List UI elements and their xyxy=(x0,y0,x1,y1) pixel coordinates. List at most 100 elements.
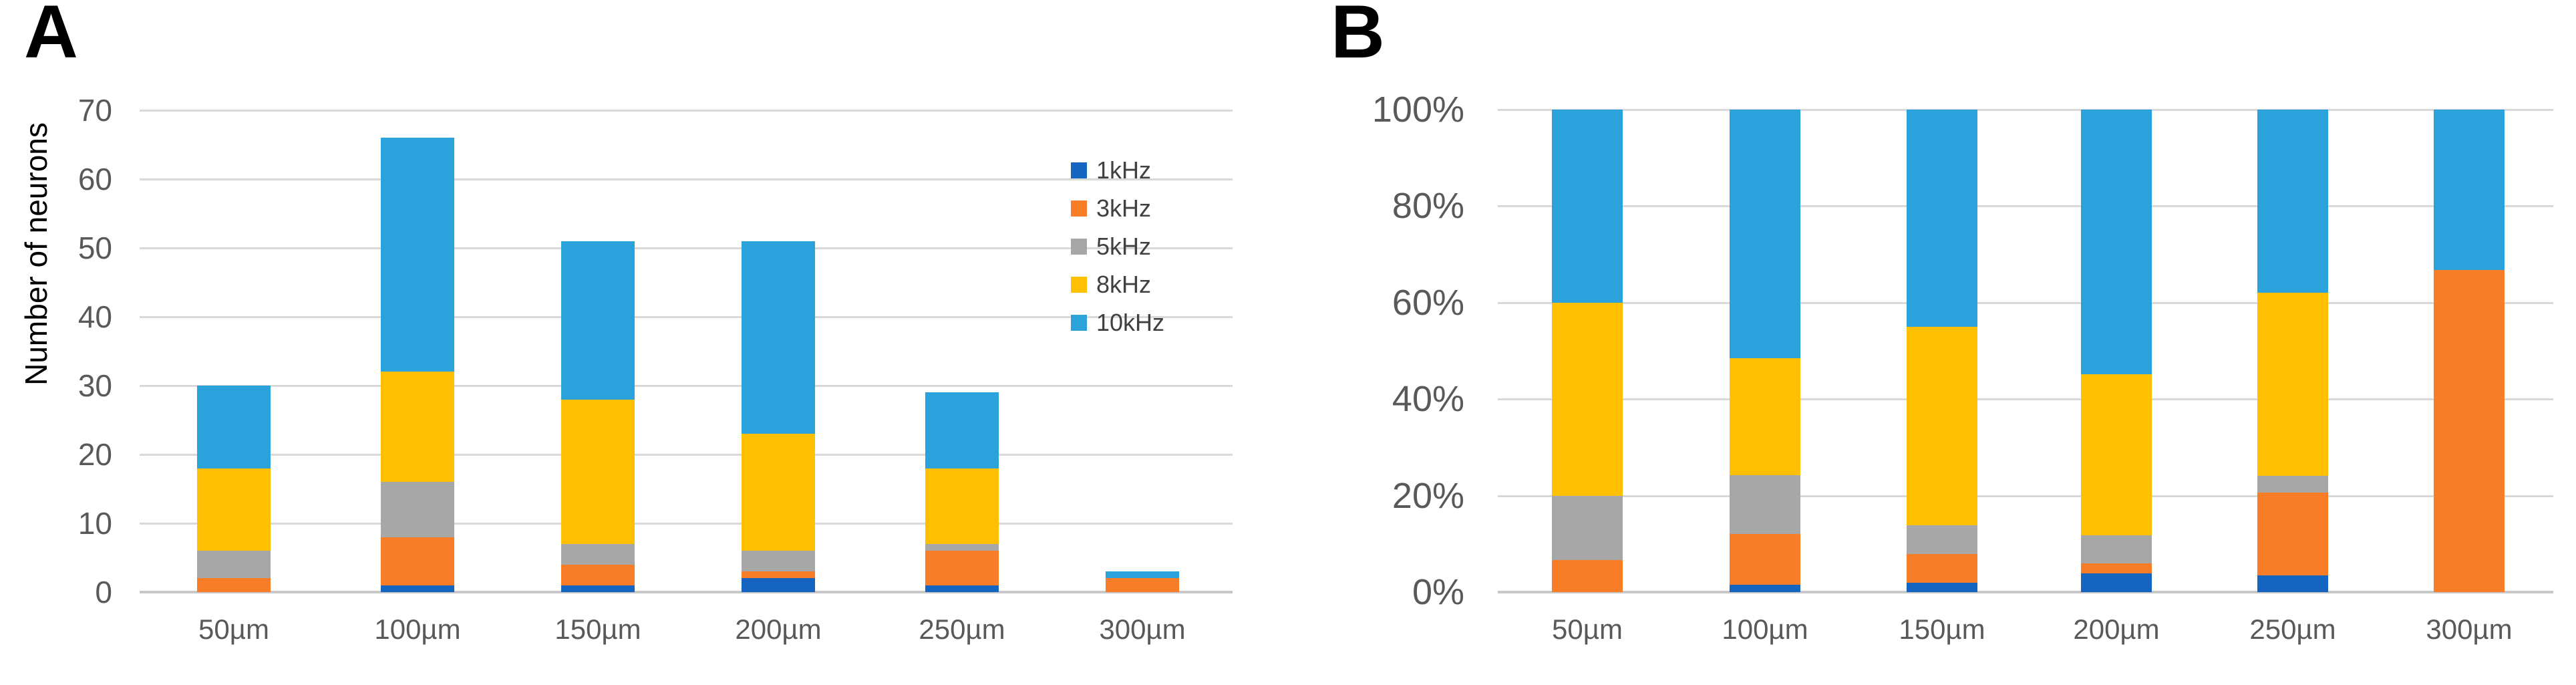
bar-segment-250µm-3kHz xyxy=(2257,492,2328,576)
x-axis-label-100µm: 100µm xyxy=(1722,613,1808,645)
legend-label-8kHz: 8kHz xyxy=(1096,271,1152,298)
gridline xyxy=(1498,205,2553,208)
bar-segment-250µm-8kHz xyxy=(925,468,999,544)
legend-item-1kHz: 1kHz xyxy=(1071,156,1164,184)
bar-segment-200µm-1kHz xyxy=(2081,573,2152,592)
gridline xyxy=(140,316,1233,318)
y-axis-tick-label: 20% xyxy=(1392,475,1464,516)
bar-segment-100µm-1kHz xyxy=(1730,585,1800,592)
legend-swatch-8kHz xyxy=(1071,277,1087,293)
bar-segment-150µm-10kHz xyxy=(1907,110,1977,327)
y-axis-tick-label: 0 xyxy=(95,575,112,609)
x-axis-label-250µm: 250µm xyxy=(2249,613,2336,645)
legend-item-10kHz: 10kHz xyxy=(1071,309,1165,336)
legend-swatch-10kHz xyxy=(1071,315,1087,331)
bar-segment-200µm-1kHz xyxy=(742,578,815,592)
bar-segment-50µm-8kHz xyxy=(1552,302,1623,496)
bar-segment-150µm-5kHz xyxy=(1907,525,1977,554)
bar-segment-150µm-3kHz xyxy=(1907,554,1977,583)
bar-segment-300µm-10kHz xyxy=(1106,571,1179,579)
x-axis-label-50µm: 50µm xyxy=(1552,613,1623,645)
bar-segment-250µm-5kHz xyxy=(925,543,999,551)
y-axis-tick-label: 30 xyxy=(77,368,112,403)
bar-segment-50µm-5kHz xyxy=(197,551,271,579)
x-axis-label-150µm: 150µm xyxy=(554,613,641,645)
bar-segment-250µm-10kHz xyxy=(925,392,999,468)
bar-segment-200µm-10kHz xyxy=(2081,110,2152,375)
gridline xyxy=(1498,301,2553,304)
bar-segment-250µm-1kHz xyxy=(925,585,999,592)
bar-segment-250µm-3kHz xyxy=(925,551,999,585)
bar-segment-250µm-5kHz xyxy=(2257,476,2328,493)
bar-segment-200µm-5kHz xyxy=(742,551,815,572)
y-axis-tick-label: 20 xyxy=(77,437,112,472)
legend-item-5kHz: 5kHz xyxy=(1071,233,1164,260)
legend: 1kHz 3kHz 5kHz 8kHz 10kHz xyxy=(1071,156,1165,349)
bar-segment-150µm-1kHz xyxy=(561,585,635,592)
bar-segment-150µm-10kHz xyxy=(561,241,635,400)
bar-segment-200µm-3kHz xyxy=(2081,563,2152,573)
x-axis-line xyxy=(1498,591,2553,593)
legend-item-8kHz: 8kHz xyxy=(1071,271,1164,298)
legend-swatch-3kHz xyxy=(1071,200,1087,217)
x-axis-label-200µm: 200µm xyxy=(2073,613,2160,645)
bar-segment-100µm-3kHz xyxy=(1730,533,1800,585)
legend-swatch-5kHz xyxy=(1071,239,1087,255)
bar-segment-300µm-3kHz xyxy=(2434,270,2505,592)
bar-segment-100µm-1kHz xyxy=(381,585,454,592)
bar-segment-200µm-5kHz xyxy=(2081,535,2152,564)
bar-segment-50µm-3kHz xyxy=(197,578,271,592)
bar-segment-100µm-8kHz xyxy=(1730,358,1800,476)
gridline xyxy=(140,110,1233,112)
legend-label-10kHz: 10kHz xyxy=(1096,309,1165,336)
bar-segment-300µm-10kHz xyxy=(2434,110,2505,271)
y-axis-tick-label: 0% xyxy=(1412,572,1464,612)
legend-swatch-1kHz xyxy=(1071,162,1087,178)
bar-segment-50µm-3kHz xyxy=(1552,559,1623,592)
bar-segment-50µm-5kHz xyxy=(1552,495,1623,560)
gridline xyxy=(140,247,1233,249)
gridline xyxy=(140,523,1233,525)
bar-segment-150µm-8kHz xyxy=(1907,327,1977,526)
y-axis-tick-label: 100% xyxy=(1372,90,1464,130)
legend-label-3kHz: 3kHz xyxy=(1096,194,1152,222)
bar-segment-100µm-10kHz xyxy=(381,138,454,372)
gridline xyxy=(140,385,1233,387)
bar-segment-100µm-10kHz xyxy=(1730,110,1800,359)
x-axis-line xyxy=(140,591,1233,593)
y-axis-tick-label: 80% xyxy=(1392,186,1464,227)
x-axis-label-300µm: 300µm xyxy=(2426,613,2513,645)
x-axis-label-150µm: 150µm xyxy=(1899,613,1985,645)
y-axis-tick-label: 70 xyxy=(77,93,112,128)
gridline xyxy=(1498,109,2553,111)
bar-segment-50µm-8kHz xyxy=(197,468,271,551)
bar-segment-150µm-3kHz xyxy=(561,564,635,585)
y-axis-tick-label: 40% xyxy=(1392,379,1464,420)
gridline xyxy=(1498,398,2553,401)
bar-segment-250µm-8kHz xyxy=(2257,293,2328,476)
legend-label-5kHz: 5kHz xyxy=(1096,233,1152,260)
bar-segment-250µm-1kHz xyxy=(2257,575,2328,592)
y-axis-tick-label: 60% xyxy=(1392,282,1464,323)
bar-segment-200µm-10kHz xyxy=(742,241,815,434)
gridline xyxy=(140,454,1233,456)
x-axis-label-50µm: 50µm xyxy=(198,613,269,645)
y-axis-tick-label: 40 xyxy=(77,299,112,334)
bar-segment-200µm-8kHz xyxy=(742,434,815,551)
y-axis-tick-label: 60 xyxy=(77,162,112,196)
bar-segment-50µm-10kHz xyxy=(1552,110,1623,303)
y-axis-tick-label: 10 xyxy=(77,506,112,541)
bar-segment-150µm-8kHz xyxy=(561,399,635,544)
panel-a-label: A xyxy=(24,0,78,74)
x-axis-label-200µm: 200µm xyxy=(735,613,822,645)
bar-segment-100µm-3kHz xyxy=(381,537,454,585)
gridline xyxy=(1498,495,2553,497)
bar-segment-250µm-10kHz xyxy=(2257,110,2328,293)
bar-segment-50µm-10kHz xyxy=(197,386,271,468)
panel-b-label: B xyxy=(1331,0,1385,74)
bar-segment-150µm-5kHz xyxy=(561,543,635,565)
x-axis-label-250µm: 250µm xyxy=(919,613,1005,645)
bar-segment-200µm-3kHz xyxy=(742,571,815,579)
y-axis-tick-label: 50 xyxy=(77,231,112,265)
